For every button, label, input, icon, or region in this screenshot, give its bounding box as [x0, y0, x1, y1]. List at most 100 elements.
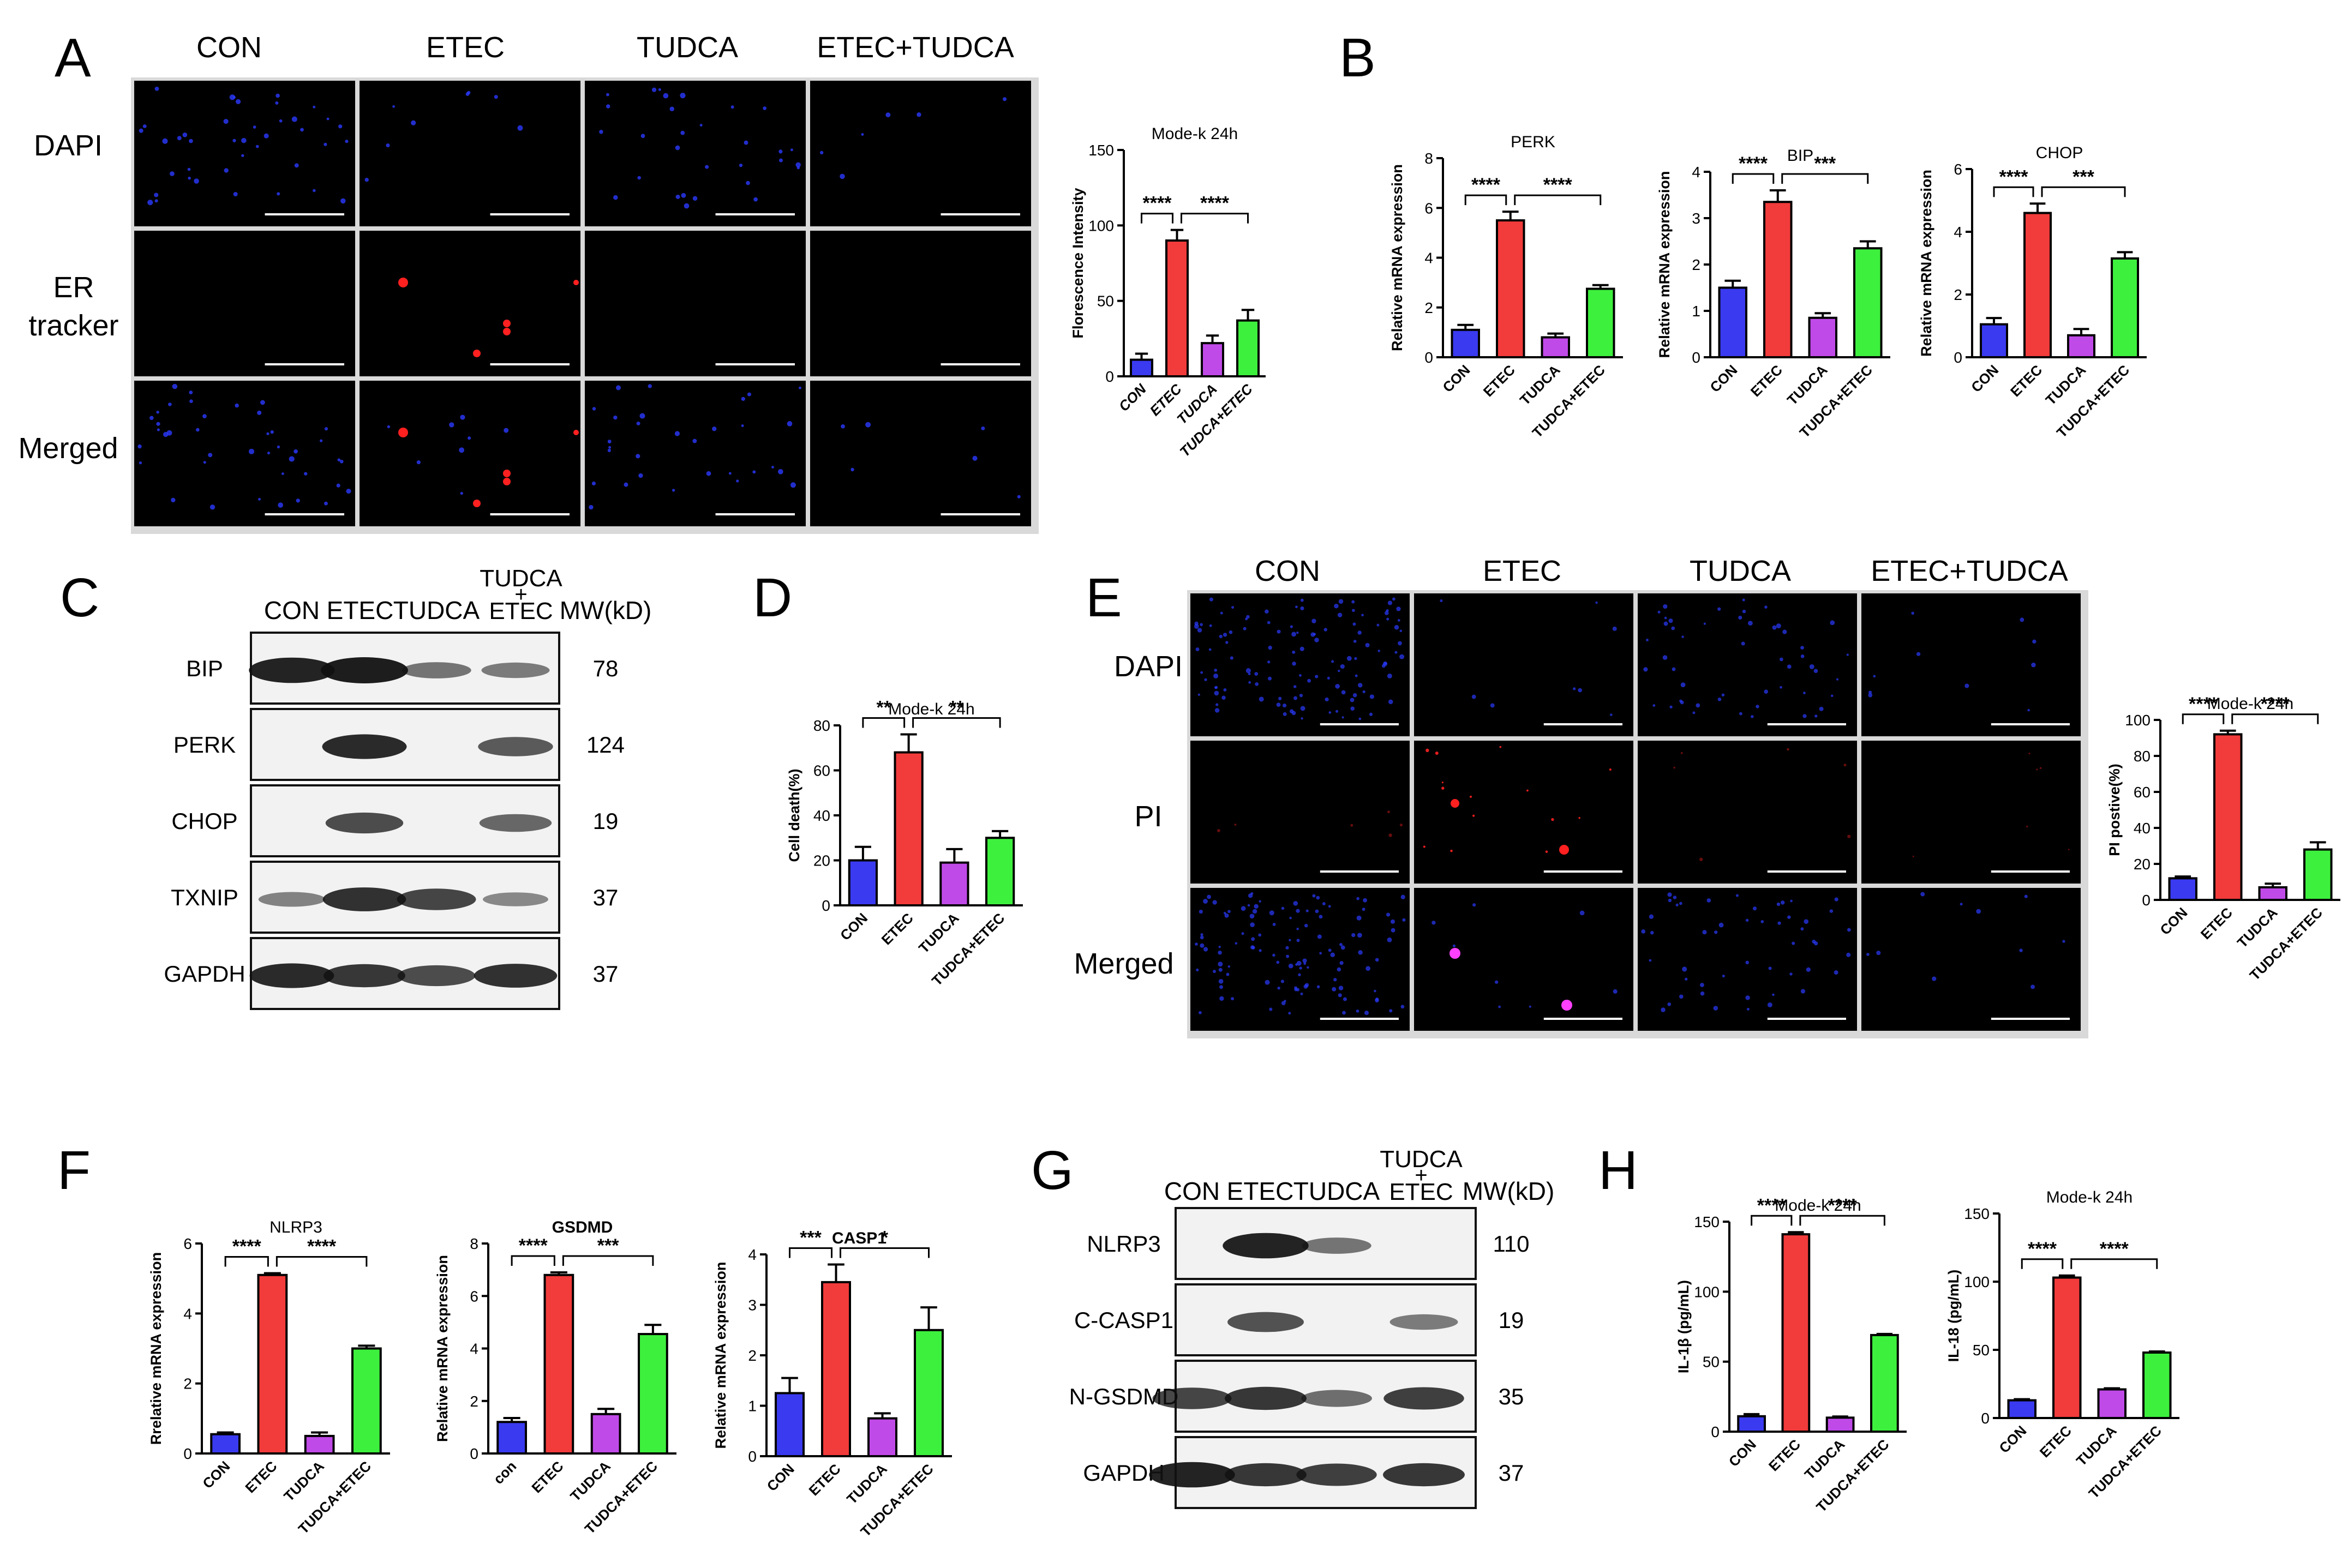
- nucleus-dot: [1873, 675, 1876, 678]
- nucleus-dot: [1305, 909, 1309, 912]
- nucleus-dot: [1341, 716, 1344, 719]
- nucleus-dot: [1319, 952, 1322, 955]
- nucleus-dot: [1207, 894, 1211, 899]
- nucleus-dot: [1452, 944, 1456, 948]
- panel-c-blot-strips: BIP 78 PERK 124 CHOP 19 TXNIP 37 GAPDH 37: [164, 632, 625, 1010]
- protein-band: [1302, 1237, 1371, 1254]
- panel-a-row-er: ER: [53, 271, 94, 304]
- nucleus-dot: [189, 399, 193, 404]
- nucleus-dot: [1278, 696, 1282, 700]
- nucleus-dot: [149, 416, 154, 420]
- nucleus-dot: [1213, 970, 1216, 974]
- nucleus-dot: [1247, 904, 1250, 907]
- nucleus-dot: [1337, 612, 1343, 617]
- nucleus-dot: [1296, 927, 1299, 930]
- nucleus-dot: [1268, 645, 1272, 650]
- nucleus-dot: [1282, 703, 1287, 708]
- nucleus-dot: [157, 428, 160, 431]
- significance-label: ****: [1757, 1195, 1787, 1216]
- chart-title: CHOP: [2036, 144, 2083, 162]
- nucleus-dot: [1787, 748, 1789, 751]
- nucleus-dot: [1358, 683, 1363, 688]
- nucleus-dot: [1668, 618, 1673, 623]
- nucleus-dot: [1218, 968, 1223, 972]
- y-tick-label: 8: [1424, 150, 1433, 167]
- panel-c-lane4-top: TUDCA: [480, 565, 562, 592]
- blot-mw: 37: [593, 885, 619, 910]
- nucleus-dot: [1976, 909, 1981, 914]
- nucleus-dot: [1230, 656, 1233, 660]
- nucleus-dot: [1295, 963, 1298, 966]
- nucleus-dot: [1819, 706, 1824, 711]
- nucleus-dot: [1392, 597, 1395, 601]
- nucleus-dot: [706, 471, 711, 476]
- nucleus-dot: [1208, 648, 1212, 651]
- nucleus-dot: [1197, 628, 1202, 633]
- micrograph-tile: [585, 81, 806, 226]
- merged-signal: [1561, 1000, 1572, 1011]
- y-axis-label: Rrelative mRNA expression: [148, 1252, 164, 1445]
- y-tick-label: 0: [470, 1445, 478, 1462]
- blot-mw: 37: [593, 961, 619, 987]
- nucleus-dot: [1440, 599, 1443, 603]
- nucleus-dot: [1220, 611, 1223, 615]
- nucleus-dot: [1376, 623, 1380, 627]
- nucleus-dot: [712, 426, 717, 431]
- nucleus-dot: [730, 105, 734, 109]
- bar-tudca-etec: [1586, 287, 1615, 358]
- nucleus-dot: [1276, 702, 1281, 707]
- nucleus-dot: [1289, 939, 1291, 941]
- nucleus-dot: [1195, 942, 1198, 946]
- y-tick-label: 40: [813, 807, 830, 824]
- nucleus-dot: [2020, 617, 2024, 622]
- protein-band: [1223, 1233, 1309, 1259]
- nucleus-dot: [1316, 985, 1320, 989]
- panel-a-col-tudca: TUDCA: [637, 31, 738, 64]
- nucleus-dot: [189, 391, 193, 394]
- nucleus-dot: [1200, 671, 1203, 674]
- panel-e-row-merged: Merged: [1074, 947, 1173, 980]
- nucleus-dot: [1612, 626, 1617, 631]
- nucleus-dot: [1696, 703, 1700, 708]
- bar-tudca: [1541, 336, 1570, 358]
- nucleus-dot: [1250, 945, 1255, 950]
- nucleus-dot: [324, 142, 327, 146]
- nucleus-dot: [1351, 600, 1355, 604]
- nucleus-dot: [1377, 650, 1380, 652]
- nucleus-dot: [1343, 997, 1347, 1001]
- nucleus-dot: [459, 447, 465, 453]
- nucleus-dot: [680, 93, 686, 99]
- panel-g-mw-header: MW(kD): [1463, 1177, 1555, 1205]
- nucleus-dot: [1292, 650, 1296, 654]
- micrograph-tile: [360, 231, 580, 376]
- nucleus-dot: [139, 128, 143, 133]
- micrograph-tile: [1861, 741, 2081, 884]
- micrograph-tile: [585, 381, 806, 526]
- y-tick-label: 50: [1097, 293, 1114, 310]
- y-tick-label: 6: [183, 1235, 192, 1252]
- y-tick-label: 0: [1981, 1410, 1990, 1427]
- nucleus-dot: [1195, 647, 1200, 651]
- blot-label: PERK: [173, 732, 236, 758]
- nucleus-dot: [1846, 653, 1849, 656]
- nucleus-dot: [154, 199, 158, 203]
- protein-band: [397, 965, 476, 987]
- nucleus-dot: [2026, 825, 2028, 828]
- nucleus-dot: [1296, 909, 1300, 913]
- nucleus-dot: [202, 414, 207, 418]
- nucleus-dot: [606, 104, 610, 109]
- er-signal: [473, 350, 481, 357]
- nucleus-dot: [1746, 1007, 1750, 1011]
- panel-c-lane-etec: ETEC: [327, 596, 394, 624]
- nucleus-dot: [1402, 918, 1406, 922]
- nucleus-dot: [266, 432, 269, 435]
- nucleus-dot: [1911, 611, 1914, 615]
- nucleus-dot: [1203, 947, 1208, 952]
- nucleus-dot: [1529, 1005, 1531, 1008]
- nucleus-dot: [147, 200, 153, 206]
- nucleus-dot: [796, 166, 800, 170]
- panel-e-microscopy: CON ETEC TUDCA ETEC+TUDCA DAPI PI Merged: [1074, 555, 2088, 1038]
- y-tick-label: 3: [1692, 210, 1700, 227]
- nucleus-dot: [300, 128, 304, 132]
- nucleus-dot: [1340, 664, 1345, 669]
